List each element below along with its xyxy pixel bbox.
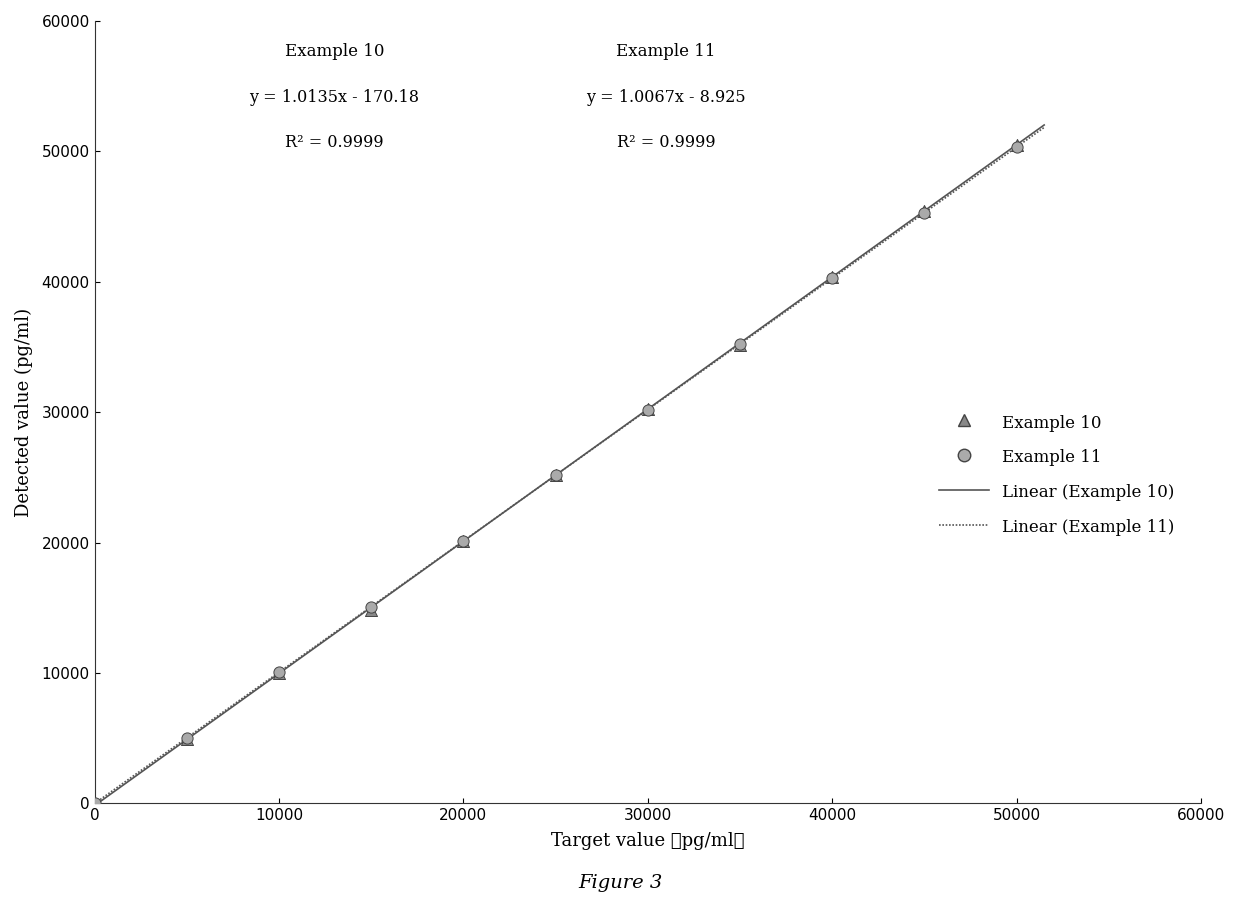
Text: R² = 0.9999: R² = 0.9999	[618, 135, 715, 151]
Y-axis label: Detected value (pg/ml): Detected value (pg/ml)	[15, 308, 33, 517]
Point	[269, 665, 289, 680]
Point	[177, 732, 197, 746]
Point	[177, 731, 197, 745]
Text: R² = 0.9999: R² = 0.9999	[285, 135, 383, 151]
Text: Example 11: Example 11	[616, 43, 715, 60]
Text: y = 1.0135x - 170.18: y = 1.0135x - 170.18	[249, 89, 419, 106]
Point	[546, 468, 565, 482]
Point	[1007, 139, 1027, 154]
Point	[730, 337, 750, 351]
Point	[914, 204, 934, 218]
Point	[730, 338, 750, 352]
Point	[84, 796, 104, 811]
Point	[822, 269, 842, 284]
Point	[1007, 137, 1027, 152]
Text: Example 10: Example 10	[285, 43, 384, 60]
Point	[84, 796, 104, 811]
Legend: Example 10, Example 11, Linear (Example 10), Linear (Example 11): Example 10, Example 11, Linear (Example …	[932, 407, 1182, 542]
Point	[914, 206, 934, 220]
Point	[637, 402, 657, 417]
X-axis label: Target value （pg/ml）: Target value （pg/ml）	[551, 832, 744, 850]
Point	[454, 534, 474, 549]
Point	[546, 468, 565, 482]
Point	[361, 600, 381, 614]
Point	[361, 602, 381, 617]
Point	[454, 533, 474, 548]
Point	[637, 402, 657, 417]
Point	[822, 271, 842, 286]
Text: Figure 3: Figure 3	[578, 874, 662, 892]
Text: y = 1.0067x - 8.925: y = 1.0067x - 8.925	[587, 89, 746, 106]
Point	[269, 666, 289, 681]
